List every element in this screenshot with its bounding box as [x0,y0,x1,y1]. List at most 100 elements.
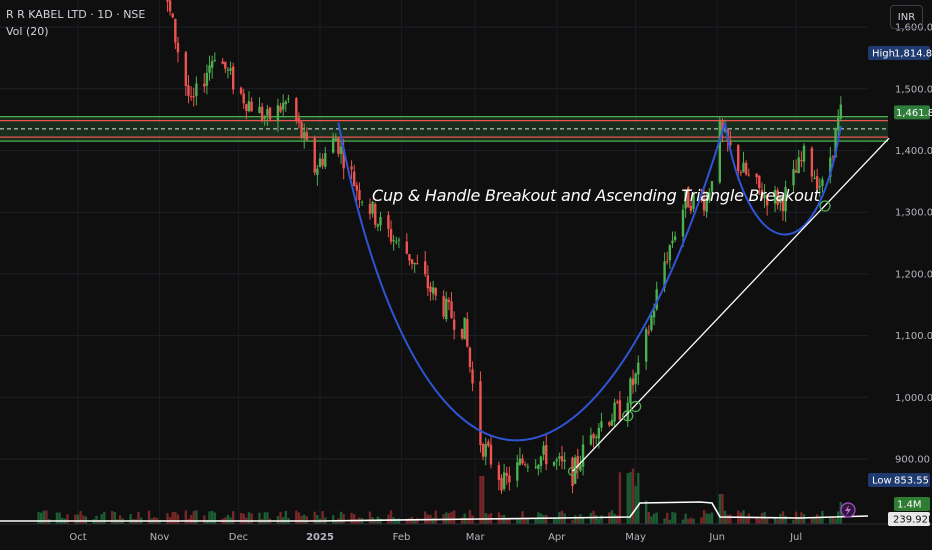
volume-ma-line [0,501,869,522]
volume-bar [413,519,416,524]
candle-body [431,287,435,294]
volume-bar [779,513,782,524]
candle-body [334,138,337,141]
volume-bar [300,515,303,524]
candle-body [668,245,672,261]
volume-bar [447,512,451,524]
volume-bar [797,516,800,524]
candle-body [742,162,745,173]
last-price-value: 1,461.80 [896,108,932,119]
volume-bar [79,511,82,524]
volume-bar [110,510,114,524]
candle-body [708,192,711,201]
volume-bar [460,517,464,524]
candle-body [663,261,666,288]
candle-body [355,185,359,191]
candle-body [618,400,622,420]
candle-body [671,240,674,244]
volume-bar [481,476,485,524]
candle-body [263,117,266,119]
candle-body [800,159,803,161]
y-tick-label: 1,500.00 [895,84,932,95]
y-tick-label: 1,200.00 [895,269,932,280]
volume-bar [84,516,88,524]
volume-bar [818,516,821,524]
candle-body [379,217,382,226]
low-label: Low [872,476,892,487]
candle-body [655,289,658,310]
candle-body [231,66,235,90]
volume-bar [673,512,677,524]
volume-bar [297,512,301,524]
lightning-icon [840,502,856,518]
candle-body [392,240,395,242]
volume-bar [468,510,472,524]
candle-body [644,329,648,362]
candle-body [600,421,603,428]
x-tick-label: Jul [789,532,802,543]
volume-bar [208,511,211,524]
volume-bar [303,514,306,524]
volume-bar [321,511,324,524]
candle-body [815,176,819,190]
volume-bar [45,510,48,524]
volume-bar [226,514,230,524]
candle-body [744,163,748,175]
candle-body [452,319,456,330]
volume-value: 1.4M [897,500,922,511]
volume-bar [450,511,453,524]
candle-body [195,83,198,97]
cup-curve [337,122,727,442]
candle-body [552,461,556,466]
candle-body [245,104,248,111]
volume-bar [295,510,298,524]
volume-bar [521,511,524,524]
candle-body [239,87,243,94]
candle-body [836,117,840,131]
volume-bar [95,515,98,524]
candle-body [784,186,787,212]
candle-body [374,203,377,225]
volume-bar [692,518,695,524]
candle-body [371,201,374,214]
candle-body [563,460,566,462]
volume-bar [608,512,611,524]
volume-bar [339,511,343,524]
volume-marker-bg [894,497,930,511]
candle-body [174,18,177,43]
candle-body [773,189,777,204]
currency-button[interactable]: INR [890,5,923,29]
volume-bar [708,513,711,524]
candle-body [168,0,172,12]
volume-bar [647,511,651,524]
volume-bar [718,494,722,524]
candle-body [442,296,445,317]
volume-bar [445,512,448,524]
volume-bar [631,468,635,524]
candle-body [342,148,345,169]
candle-body [266,109,269,116]
candle-body [279,106,282,112]
volume-bar [581,518,585,524]
volume-bar [210,510,214,524]
volume-bar [650,516,653,524]
candle-body [166,0,169,2]
candle-body [765,194,769,206]
touch-marker [567,466,578,476]
candle-body [705,198,708,212]
y-tick-label: 1,400.00 [895,146,932,157]
candle-body [818,186,821,188]
volume-bar [284,510,288,524]
candle-body [337,137,340,154]
candle-body [424,261,427,275]
candle-body [581,444,585,467]
candle-body [445,298,448,320]
candle-body [484,444,487,457]
volume-bar [518,519,522,524]
volume-bar [815,514,819,524]
volume-bar [668,519,672,524]
candle-body [187,85,190,96]
volume-bar [305,516,309,524]
candle-body [358,190,361,200]
